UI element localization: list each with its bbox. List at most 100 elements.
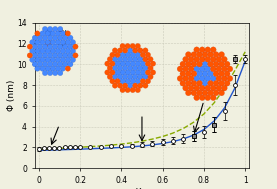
Circle shape (186, 81, 191, 86)
Circle shape (47, 62, 53, 67)
Circle shape (183, 85, 188, 91)
Circle shape (202, 81, 208, 86)
Circle shape (199, 85, 205, 91)
Circle shape (125, 43, 130, 49)
Circle shape (117, 48, 123, 53)
Circle shape (194, 76, 199, 81)
Circle shape (213, 90, 219, 96)
Circle shape (63, 35, 68, 40)
Circle shape (140, 52, 145, 57)
Circle shape (122, 57, 128, 62)
Circle shape (208, 81, 213, 86)
Circle shape (42, 44, 48, 49)
Circle shape (68, 44, 73, 49)
Circle shape (183, 76, 188, 81)
Circle shape (50, 31, 55, 36)
Circle shape (45, 40, 50, 45)
Circle shape (180, 61, 186, 67)
Circle shape (53, 62, 58, 67)
Circle shape (191, 61, 197, 67)
Circle shape (27, 44, 32, 49)
Circle shape (120, 70, 125, 75)
Circle shape (213, 61, 219, 67)
Circle shape (208, 52, 213, 57)
Circle shape (47, 35, 53, 40)
Circle shape (194, 95, 199, 101)
Circle shape (55, 66, 60, 71)
Circle shape (202, 52, 208, 57)
Circle shape (205, 57, 211, 62)
Circle shape (125, 61, 130, 66)
Circle shape (40, 31, 45, 36)
Circle shape (205, 76, 211, 81)
Circle shape (65, 40, 71, 45)
Circle shape (211, 76, 216, 81)
Circle shape (140, 61, 145, 66)
Circle shape (199, 47, 205, 53)
Circle shape (58, 70, 63, 76)
Circle shape (32, 44, 37, 49)
X-axis label: $X_{Cu}$: $X_{Cu}$ (134, 186, 150, 189)
Circle shape (105, 61, 110, 66)
Circle shape (197, 90, 202, 96)
Circle shape (60, 57, 65, 63)
Circle shape (186, 61, 191, 67)
Circle shape (188, 57, 194, 62)
Circle shape (65, 66, 71, 71)
Y-axis label: Φ (nm): Φ (nm) (7, 80, 16, 111)
Circle shape (219, 61, 224, 67)
Circle shape (205, 95, 211, 101)
Circle shape (70, 40, 76, 45)
Circle shape (35, 48, 40, 54)
Circle shape (42, 53, 48, 58)
Circle shape (60, 31, 65, 36)
Circle shape (58, 44, 63, 49)
Circle shape (216, 57, 222, 62)
Circle shape (107, 57, 112, 62)
Circle shape (197, 52, 202, 57)
Circle shape (199, 66, 205, 72)
Circle shape (63, 53, 68, 58)
Circle shape (35, 66, 40, 71)
Circle shape (73, 44, 78, 49)
Circle shape (222, 66, 227, 72)
Circle shape (130, 61, 135, 66)
Circle shape (211, 66, 216, 72)
Circle shape (60, 40, 65, 45)
Circle shape (35, 31, 40, 36)
Circle shape (224, 61, 230, 67)
Circle shape (110, 61, 115, 66)
Circle shape (117, 65, 123, 71)
Circle shape (120, 61, 125, 66)
Circle shape (73, 53, 78, 58)
Circle shape (112, 74, 118, 80)
Circle shape (208, 90, 213, 96)
Circle shape (45, 31, 50, 36)
Circle shape (211, 57, 216, 62)
Circle shape (130, 70, 135, 75)
Circle shape (125, 79, 130, 84)
Circle shape (177, 66, 183, 72)
Circle shape (47, 26, 53, 32)
Circle shape (50, 57, 55, 63)
Circle shape (42, 62, 48, 67)
Circle shape (40, 57, 45, 63)
Circle shape (213, 81, 219, 86)
Circle shape (63, 62, 68, 67)
Circle shape (133, 48, 138, 53)
Circle shape (68, 53, 73, 58)
Circle shape (122, 83, 128, 88)
Circle shape (216, 85, 222, 91)
Circle shape (110, 79, 115, 84)
Circle shape (32, 53, 37, 58)
Circle shape (194, 57, 199, 62)
Circle shape (42, 35, 48, 40)
Circle shape (45, 57, 50, 63)
Circle shape (55, 57, 60, 63)
Circle shape (115, 70, 120, 75)
Circle shape (47, 53, 53, 58)
Circle shape (208, 61, 213, 67)
Circle shape (107, 65, 112, 71)
Circle shape (53, 26, 58, 32)
Circle shape (30, 40, 35, 45)
